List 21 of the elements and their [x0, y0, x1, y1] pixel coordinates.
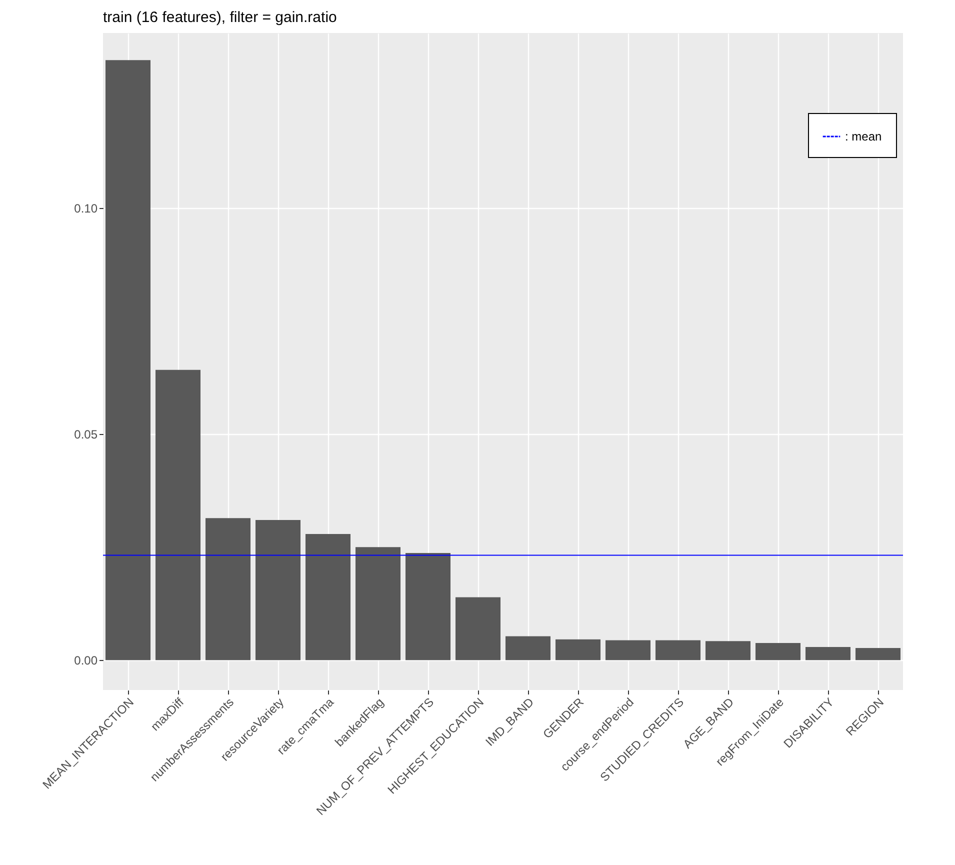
bar [306, 534, 350, 660]
y-tick-label: 0.10 [74, 201, 98, 216]
bar [106, 60, 150, 660]
bar [506, 636, 550, 660]
bar [656, 640, 700, 660]
bar [806, 647, 850, 660]
bar [856, 648, 900, 660]
y-tick-label: 0.00 [74, 654, 98, 668]
bar [156, 370, 200, 660]
bar [706, 641, 750, 660]
bar [606, 640, 650, 660]
chart-title: train (16 features), filter = gain.ratio [103, 9, 337, 26]
bar [456, 597, 500, 660]
bar [756, 642, 800, 660]
legend-label: : mean [845, 130, 882, 144]
bar [406, 552, 450, 660]
y-tick-label: 0.05 [74, 428, 98, 442]
bar [206, 518, 250, 660]
bar [556, 639, 600, 660]
bar [256, 520, 300, 660]
bar [356, 547, 400, 660]
